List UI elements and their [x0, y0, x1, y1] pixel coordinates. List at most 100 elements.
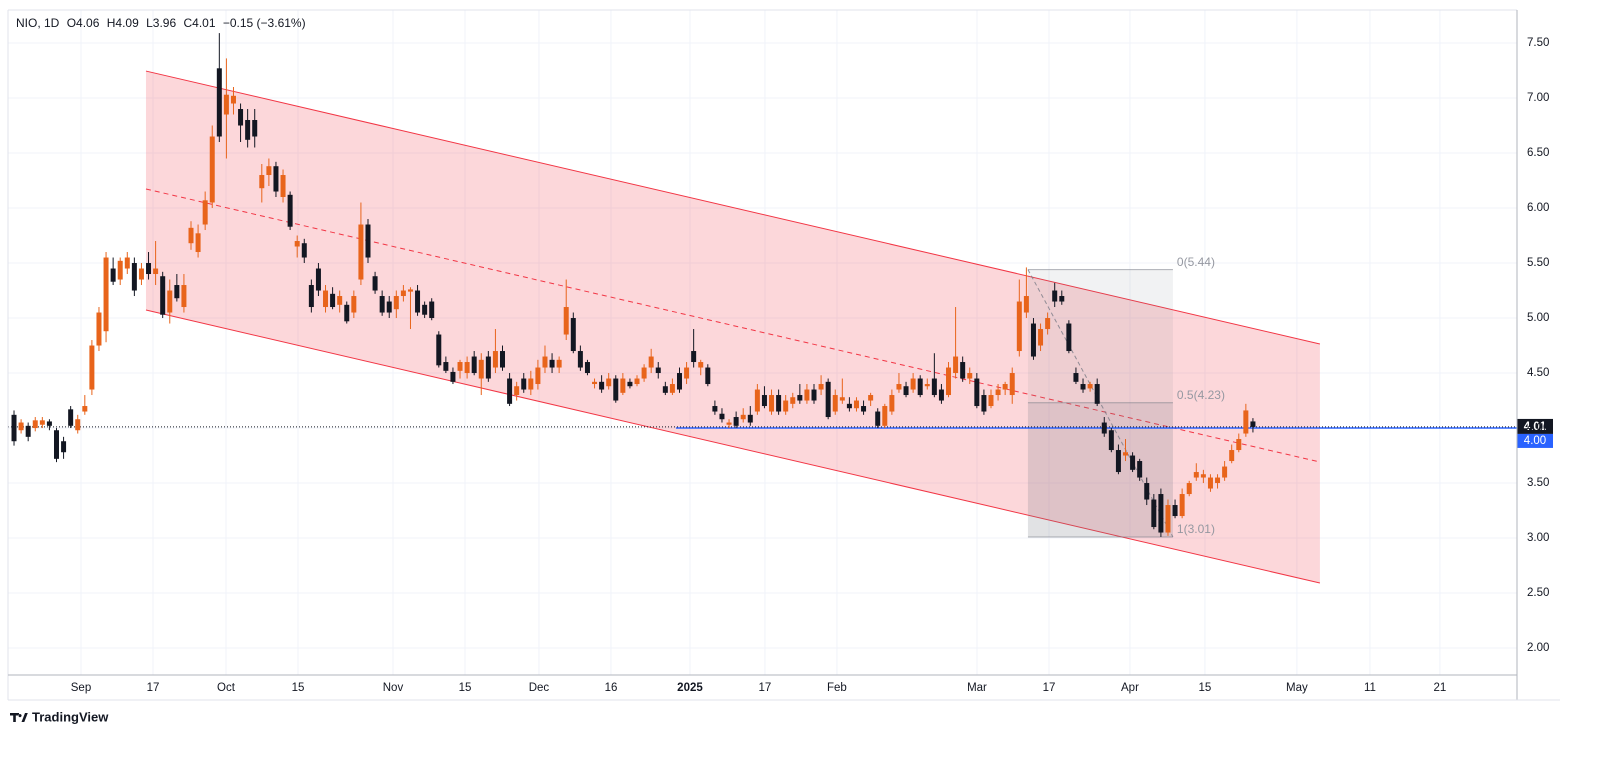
candle-body	[839, 397, 845, 401]
candle-body	[68, 409, 74, 426]
candle-body	[96, 312, 102, 346]
candle-body	[1002, 384, 1008, 390]
channel-lower	[145, 309, 1321, 584]
candle-body	[655, 367, 661, 374]
candle-body	[698, 362, 704, 368]
candle-body	[308, 285, 314, 308]
candle-body	[131, 263, 137, 291]
brand-logo: TradingView	[10, 709, 109, 724]
y-tick-label: 5.00	[1527, 312, 1549, 324]
candle-body	[75, 419, 81, 431]
candle-body	[1030, 323, 1036, 357]
candle-body	[556, 359, 562, 368]
fib-label: 0(5.44)	[1177, 255, 1215, 269]
candle-body	[89, 345, 95, 390]
y-tick-label: 3.50	[1527, 477, 1549, 489]
candle-body	[676, 373, 682, 390]
candle-body	[953, 356, 959, 374]
candle-body	[1137, 461, 1143, 478]
candle-body	[238, 109, 244, 126]
logo-mark	[10, 713, 28, 722]
x-tick-label: 21	[1434, 682, 1447, 694]
candle-body	[407, 289, 413, 292]
candle-body	[783, 400, 789, 412]
candle-body	[500, 351, 506, 368]
y-tick-label: 3.00	[1527, 532, 1549, 544]
candle-body	[11, 414, 17, 442]
candle-body	[259, 175, 265, 189]
candle-body	[230, 95, 236, 104]
y-tick-label: 2.50	[1527, 587, 1549, 599]
symbol: NIO, 1D	[16, 16, 60, 30]
x-tick-label: Nov	[383, 682, 404, 694]
candle-body	[478, 359, 484, 379]
candle-body	[769, 395, 775, 412]
channel-middle	[145, 188, 1321, 463]
candles	[11, 33, 1256, 537]
candle-body	[1123, 452, 1129, 456]
candle-body	[1059, 296, 1065, 302]
candle-body	[861, 406, 867, 412]
candle-body	[457, 362, 463, 371]
x-tick-label: 15	[1199, 682, 1212, 694]
candle-body	[712, 406, 718, 412]
candle-body	[415, 290, 421, 313]
candle-body	[754, 389, 760, 412]
candle-body	[287, 194, 293, 227]
candle-body	[351, 296, 357, 313]
candle-body	[761, 395, 767, 407]
candle-body	[1158, 494, 1164, 533]
candle-body	[153, 268, 159, 275]
candle-body	[195, 233, 201, 253]
candle-body	[889, 395, 895, 412]
x-tick-label: Apr	[1121, 682, 1139, 694]
candle-body	[747, 414, 753, 423]
close-value: C4.01	[183, 16, 215, 30]
candle-body	[323, 290, 329, 308]
candle-body	[981, 395, 987, 412]
candle-body	[719, 413, 725, 420]
candle-body	[535, 367, 541, 385]
candle-body	[39, 420, 45, 425]
hline-price-box	[1517, 433, 1553, 448]
candle-body	[1080, 384, 1086, 390]
candle-body	[528, 378, 534, 390]
x-tick-label: Dec	[529, 682, 550, 694]
candle-body	[429, 301, 435, 319]
drawings	[8, 70, 1517, 584]
x-tick-label: 15	[459, 682, 472, 694]
candle-body	[1207, 477, 1213, 489]
candle-body	[577, 351, 583, 368]
grid	[8, 10, 1517, 675]
candle-body	[1151, 499, 1157, 528]
candle-body	[117, 260, 123, 280]
candle-body	[46, 421, 52, 426]
candle-body	[797, 395, 803, 401]
candle-body	[995, 389, 1001, 396]
y-tick-label: 6.00	[1527, 202, 1549, 214]
y-tick-label: 2.00	[1527, 642, 1549, 654]
candle-body	[542, 356, 548, 368]
candle-body	[634, 378, 640, 385]
candle-body	[1045, 318, 1051, 330]
candle-body	[903, 386, 909, 396]
candle-body	[662, 386, 668, 393]
change-value: −0.15 (−3.61%)	[223, 16, 306, 30]
y-tick-label: 7.50	[1527, 37, 1549, 49]
candle-body	[471, 356, 477, 374]
candle-body	[358, 224, 364, 280]
candle-body	[209, 136, 215, 203]
candle-body	[202, 200, 208, 225]
candle-body	[160, 276, 166, 315]
x-tick-label: Feb	[827, 682, 847, 694]
candle-body	[563, 307, 569, 335]
candle-body	[825, 381, 831, 418]
candle-body	[946, 367, 952, 396]
candle-body	[931, 378, 937, 396]
candle-body	[896, 384, 902, 390]
candle-body	[1073, 373, 1079, 382]
candle-body	[146, 263, 152, 275]
candle-body	[1108, 430, 1114, 451]
